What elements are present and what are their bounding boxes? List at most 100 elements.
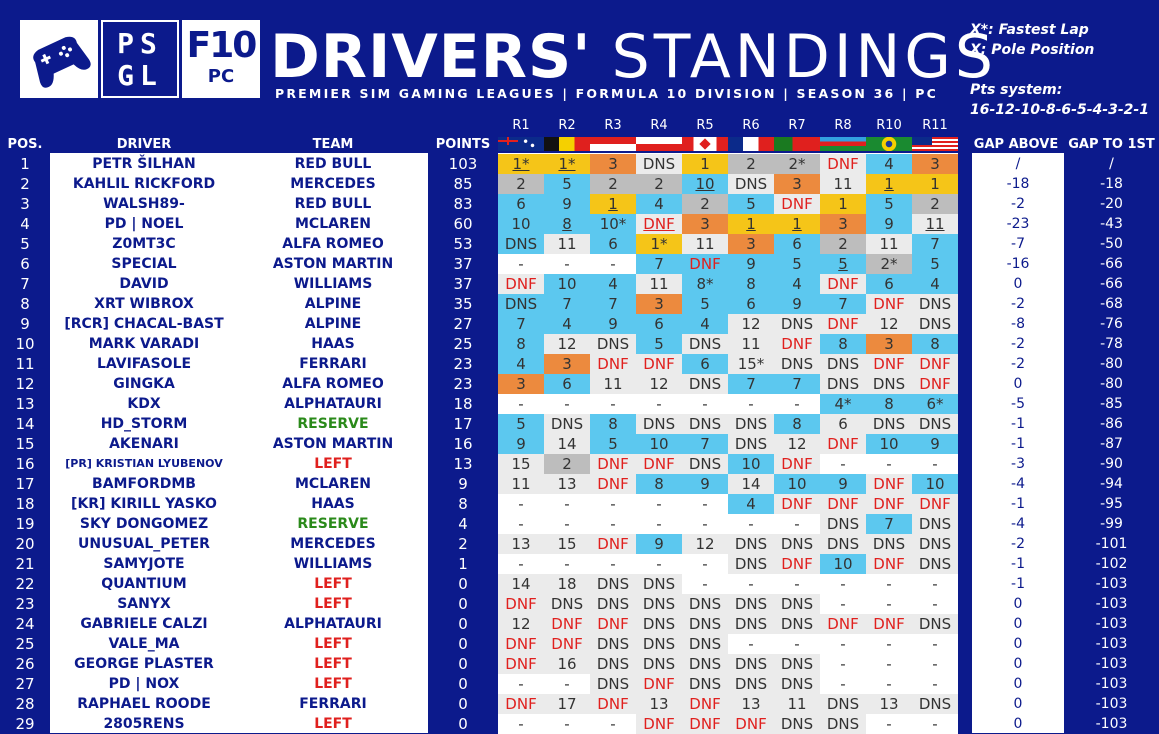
result-cell-r6: 13 [728, 694, 774, 714]
table-row: 18 [KR] KIRILL YASKO HAAS 8- - - - -4 DNF DNF DNF D… [0, 494, 1159, 514]
result-cell-r7: 11 [774, 694, 820, 714]
team-name: HAAS [311, 336, 355, 352]
result-cell-r4: DNS [636, 594, 682, 614]
result-cell-r10: - [866, 654, 912, 674]
result-cell-r1: 15 [498, 454, 544, 474]
team-name: MCLAREN [294, 476, 372, 492]
result-cell-r4: 7 [636, 254, 682, 274]
result-cell-r7: DNS [774, 614, 820, 634]
result-cell-r2: DNS [544, 414, 590, 434]
result-cell-r1: 5 [498, 414, 544, 434]
driver-name: KAHLIL RICKFORD [72, 176, 216, 192]
points-cell: 0 [458, 655, 468, 673]
gap-to-first-cell: -86 [1100, 416, 1123, 432]
result-cell-r5: DNS [682, 614, 728, 634]
team-name: ALPINE [304, 296, 362, 312]
result-cell-r3: 7 [590, 294, 636, 314]
round-label-r4: R4 [650, 118, 668, 133]
result-cell-r5: - [682, 394, 728, 414]
round-label-r7: R7 [788, 118, 806, 133]
result-cell-r4: 12 [636, 374, 682, 394]
result-cell-r2: 18 [544, 574, 590, 594]
result-cell-r10: - [866, 674, 912, 694]
result-cell-r2: 17 [544, 694, 590, 714]
table-row: 26 GEORGE PLASTER LEFT 0 DNF 16 DNS DNS DNS DNS DN… [0, 654, 1159, 674]
result-cell-r10: DNS [866, 414, 912, 434]
result-cell-r11: - [912, 654, 958, 674]
result-cell-r1: - [498, 554, 544, 574]
driver-name: [KR] KIRILL YASKO [71, 496, 217, 512]
result-cell-r3: 9 [590, 314, 636, 334]
result-cell-r11: 5 [912, 254, 958, 274]
gap-to-first-cell: -103 [1095, 676, 1128, 692]
result-cell-r11: - [912, 594, 958, 614]
result-cell-r7: 3 [774, 174, 820, 194]
driver-name: PD | NOX [108, 676, 180, 692]
result-cell-r1: - [498, 714, 544, 734]
result-cell-r1: DNS [498, 294, 544, 314]
driver-name: GABRIELE CALZI [80, 616, 208, 632]
result-cell-r6: 5 [728, 194, 774, 214]
result-cell-r11: DNS [912, 414, 958, 434]
result-cell-r3: DNF [590, 694, 636, 714]
team-name: ALPHATAURI [284, 396, 382, 412]
result-cell-r8: 2 [820, 234, 866, 254]
points-cell: 60 [453, 215, 473, 233]
result-cell-r10: - [866, 634, 912, 654]
result-cell-r8: DNS [820, 714, 866, 734]
points-cell: 25 [453, 335, 473, 353]
result-cell-r6: 12 [728, 314, 774, 334]
result-cell-r2: - [544, 254, 590, 274]
result-cell-r4: 13 [636, 694, 682, 714]
points-cell: 0 [458, 675, 468, 693]
result-cell-r3: 11 [590, 374, 636, 394]
result-cell-r3: DNF [590, 614, 636, 634]
result-cell-r1: DNF [498, 594, 544, 614]
result-cell-r4: DNF [636, 714, 682, 734]
position-cell: 7 [20, 275, 30, 293]
result-cell-r4: - [636, 394, 682, 414]
table-row: 17 BAMFORDMB MCLAREN 9 11 13 DNF 8 9 14 10 9 DNF 10 -4… [0, 474, 1159, 494]
result-cell-r1: 2 [498, 174, 544, 194]
gap-above-cell: -5 [1011, 396, 1025, 412]
gap-to-first-cell: -80 [1100, 356, 1123, 372]
result-cell-r3: DNS [590, 334, 636, 354]
result-cell-r11: 10 [912, 474, 958, 494]
gap-to-first-cell: -102 [1095, 556, 1128, 572]
result-cell-r1: 11 [498, 474, 544, 494]
position-cell: 23 [15, 595, 35, 613]
psgl-logo-line2: GL [117, 59, 163, 92]
gap-to-first-cell: -101 [1095, 536, 1128, 552]
result-cell-r2: 15 [544, 534, 590, 554]
result-cell-r8: 3 [820, 214, 866, 234]
result-cell-r2: 8 [544, 214, 590, 234]
result-cell-r7: DNS [774, 654, 820, 674]
table-row: 14 HD_STORM RESERVE 17 5 DNS 8 DNS DNS DNS 8 6 DNS DN… [0, 414, 1159, 434]
result-cell-r7: DNF [774, 454, 820, 474]
pole-position-note: X: Pole Position [970, 42, 1095, 58]
result-cell-r1: 12 [498, 614, 544, 634]
result-cell-r7: 6 [774, 234, 820, 254]
portugal-flag-icon [774, 137, 820, 151]
table-row: 11 LAVIFASOLE FERRARI 23 4 3 DNF DNF 6 15* DNS DNS D… [0, 354, 1159, 374]
team-name: RESERVE [297, 416, 369, 432]
result-cell-r4: - [636, 554, 682, 574]
result-cell-r5: 5 [682, 294, 728, 314]
header-gap-above: GAP ABOVE [973, 137, 1059, 152]
points-cell: 23 [453, 375, 473, 393]
gap-to-first-cell: -43 [1100, 216, 1123, 232]
driver-name: 2805RENS [103, 716, 185, 732]
round-label-r6: R6 [742, 118, 760, 133]
result-cell-r11: 11 [912, 214, 958, 234]
points-cell: 17 [453, 415, 473, 433]
result-cell-r3: - [590, 394, 636, 414]
result-cell-r8: 9 [820, 474, 866, 494]
position-cell: 25 [15, 635, 35, 653]
result-cell-r6: 10 [728, 454, 774, 474]
driver-name: SPECIAL [111, 256, 177, 272]
header-team: TEAM [312, 137, 354, 152]
result-cell-r11: 4 [912, 274, 958, 294]
result-cell-r3: DNF [590, 454, 636, 474]
result-cell-r2: DNF [544, 614, 590, 634]
team-name: RESERVE [297, 516, 369, 532]
